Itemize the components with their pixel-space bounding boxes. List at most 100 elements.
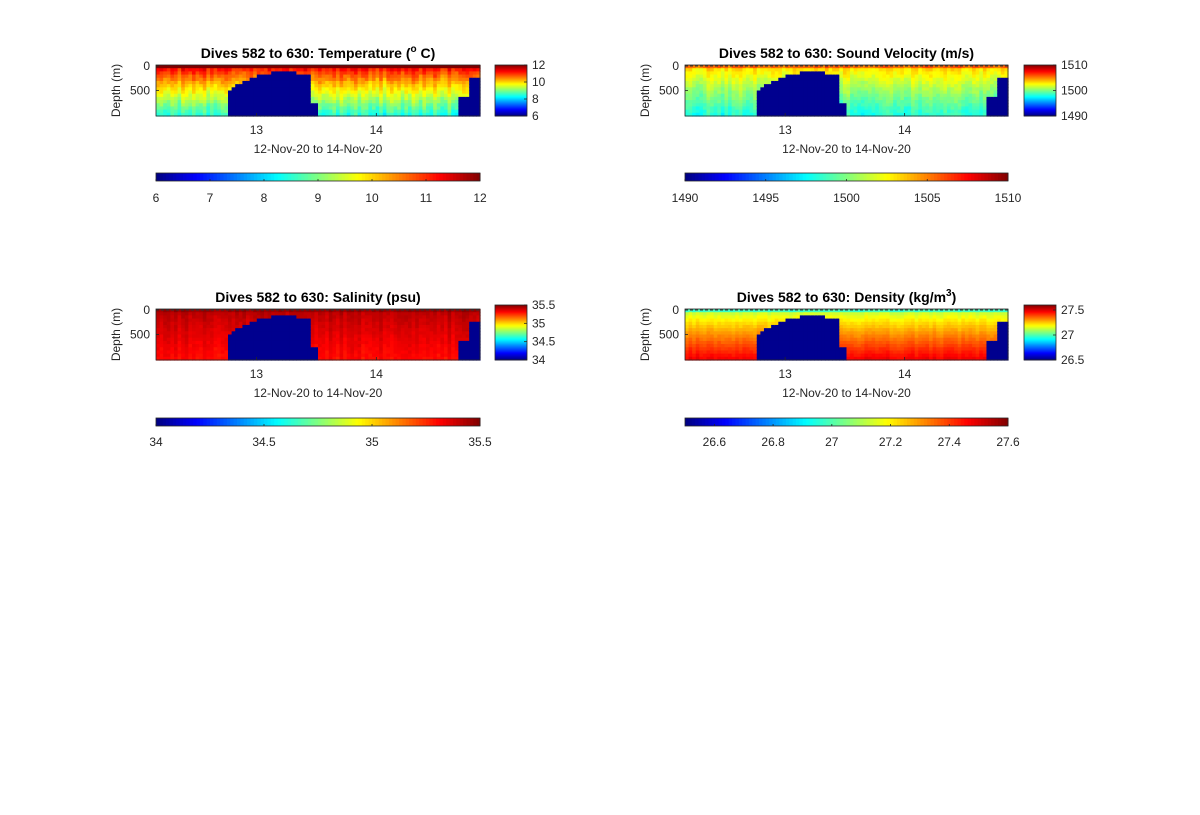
heatmap-cell — [871, 90, 876, 95]
heatmap-cell — [451, 321, 456, 326]
heatmap-cell — [336, 340, 341, 345]
heatmap-cell — [314, 109, 319, 114]
heatmap-cell — [411, 77, 416, 82]
heatmap-cell — [192, 318, 197, 323]
heatmap-cell — [264, 356, 269, 361]
heatmap-cell — [1004, 112, 1009, 117]
heatmap-cell — [357, 96, 362, 101]
heatmap-cell — [426, 93, 431, 98]
heatmap-cell — [903, 65, 909, 69]
colorbar-swatch — [495, 66, 527, 68]
heatmap-cell — [264, 334, 269, 339]
heatmap-cell — [228, 315, 233, 320]
heatmap-cell — [796, 80, 801, 85]
heatmap-cell — [332, 80, 337, 85]
heatmap-cell — [379, 112, 384, 117]
heatmap-cell — [256, 344, 261, 348]
heatmap-cell — [249, 71, 254, 76]
colorbar-swatch — [442, 418, 447, 426]
heatmap-cell — [343, 90, 348, 95]
heatmap-cell — [264, 77, 269, 82]
heatmap-cell — [796, 90, 801, 95]
heatmap-cell — [192, 350, 197, 355]
heatmap-cell — [220, 112, 225, 117]
heatmap-cell — [699, 315, 704, 320]
heatmap-cell — [217, 337, 222, 342]
heatmap-cell — [817, 90, 822, 95]
heatmap-cell — [339, 96, 344, 101]
heatmap-cell — [990, 87, 995, 92]
heatmap-cell — [706, 68, 711, 72]
heatmap-cell — [307, 100, 312, 104]
heatmap-cell — [789, 112, 794, 117]
heatmap-cell — [426, 96, 431, 101]
heatmap-cell — [692, 103, 697, 108]
colorbar-swatch — [856, 173, 861, 181]
heatmap-cell — [458, 337, 463, 342]
heatmap-cell — [386, 90, 391, 95]
heatmap-cell — [433, 331, 438, 336]
colorbar-swatch — [495, 86, 527, 88]
heatmap-cell — [462, 315, 467, 320]
heatmap-cell — [278, 68, 283, 72]
heatmap-cell — [296, 347, 301, 352]
heatmap-cell — [318, 80, 323, 85]
heatmap-cell — [307, 315, 312, 320]
heatmap-cell — [695, 324, 700, 329]
heatmap-cell — [692, 77, 697, 82]
heatmap-cell — [350, 331, 355, 336]
heatmap-cell — [195, 337, 200, 342]
heatmap-cell — [206, 65, 211, 69]
heatmap-cell — [695, 340, 700, 345]
heatmap-cell — [354, 324, 359, 329]
heatmap-cell — [472, 356, 477, 361]
heatmap-cell — [738, 93, 744, 98]
heatmap-cell — [447, 74, 452, 79]
heatmap-cell — [238, 353, 243, 358]
heatmap-cell — [418, 93, 423, 98]
heatmap-cell — [332, 334, 337, 339]
heatmap-cell — [868, 100, 873, 104]
heatmap-cell — [695, 347, 700, 352]
colorbar-swatch — [870, 173, 874, 181]
heatmap-cell — [264, 112, 269, 117]
heatmap-cell — [925, 90, 930, 95]
heatmap-cell — [451, 328, 456, 332]
heatmap-cell — [875, 74, 880, 79]
heatmap-cell — [285, 318, 290, 323]
heatmap-cell — [253, 337, 258, 342]
heatmap-cell — [444, 106, 449, 111]
heatmap-cell — [476, 315, 481, 320]
heatmap-cell — [166, 312, 171, 316]
heatmap-cell — [264, 65, 269, 69]
heatmap-cell — [220, 309, 225, 313]
y-tick-label: 500 — [130, 84, 150, 98]
heatmap-cell — [368, 77, 373, 82]
heatmap-cell — [957, 96, 962, 101]
heatmap-cell — [242, 112, 247, 117]
heatmap-cell — [447, 324, 452, 329]
heatmap-cell — [303, 100, 308, 104]
heatmap-cell — [307, 68, 312, 72]
heatmap-cell — [706, 334, 711, 339]
heatmap-cell — [289, 84, 294, 88]
colorbar-tick-label: 1510 — [1061, 58, 1088, 72]
heatmap-cell — [400, 106, 405, 111]
heatmap-cell — [1004, 68, 1009, 72]
heatmap-cell — [271, 77, 276, 82]
heatmap-cell — [717, 112, 722, 117]
heatmap-cell — [893, 80, 898, 85]
heatmap-cell — [174, 344, 179, 348]
heatmap-cell — [469, 74, 474, 79]
heatmap-cell — [328, 328, 333, 332]
heatmap-cell — [372, 331, 377, 336]
heatmap-cell — [451, 309, 456, 313]
heatmap-cell — [253, 340, 258, 345]
colorbar-swatch — [495, 92, 527, 95]
heatmap-cell — [174, 334, 179, 339]
colorbar-swatch — [495, 319, 527, 322]
heatmap-cell — [868, 77, 873, 82]
heatmap-cell — [390, 344, 395, 348]
heatmap-cell — [267, 334, 272, 339]
